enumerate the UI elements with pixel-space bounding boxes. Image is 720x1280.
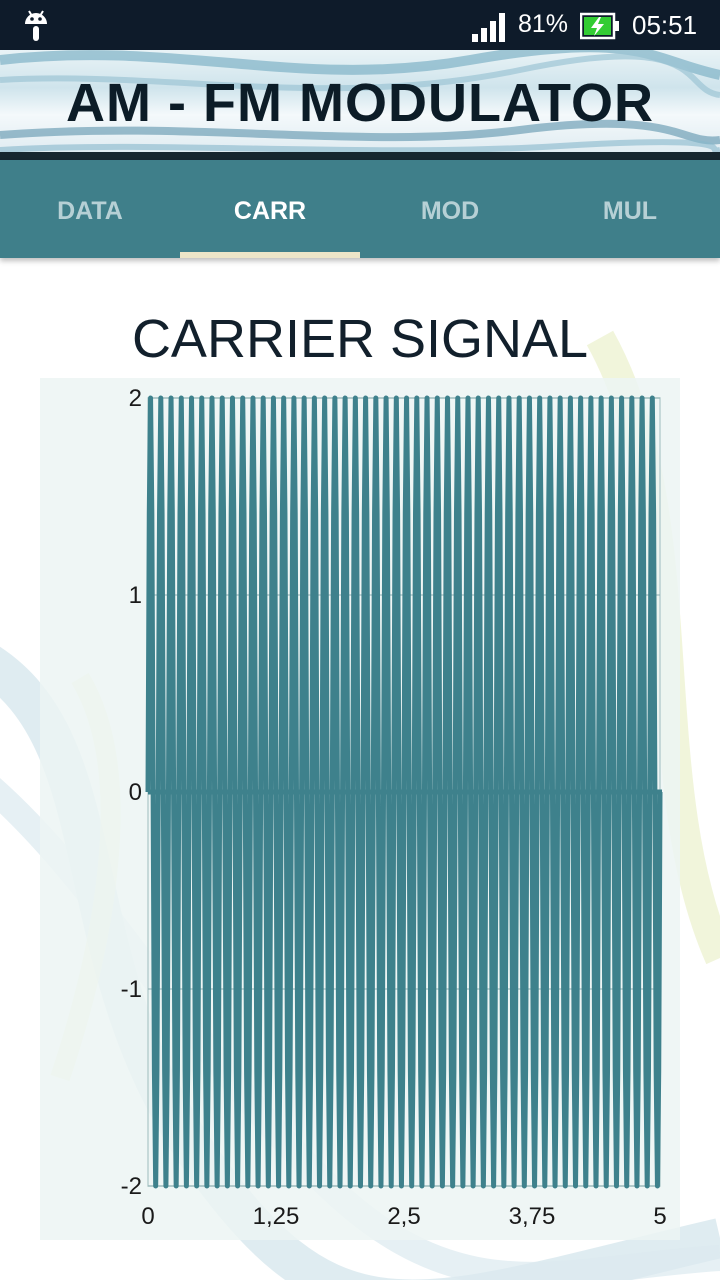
y-tick-label: 0 xyxy=(129,779,142,806)
tab-data[interactable]: DATA xyxy=(57,197,123,225)
active-tab-indicator xyxy=(180,252,360,258)
x-tick-label: 1,25 xyxy=(253,1203,300,1230)
tab-mod[interactable]: MOD xyxy=(420,197,480,225)
battery-percent: 81% xyxy=(518,10,569,38)
banner-divider xyxy=(0,152,720,160)
y-tick-label: 2 xyxy=(129,385,142,412)
signal-icon xyxy=(472,13,505,42)
page-title: CARRIER SIGNAL xyxy=(131,309,589,369)
app-banner: AM - FM MODULATOR xyxy=(0,50,720,158)
tab-mul[interactable]: MUL xyxy=(602,197,658,225)
carrier-signal-chart: 2 1 0 -1 -2 0 1,25 2,5 3,75 5 xyxy=(121,385,667,1230)
x-tick-label: 3,75 xyxy=(509,1203,556,1230)
x-tick-label: 5 xyxy=(653,1203,666,1230)
android-icon xyxy=(25,10,47,41)
y-tick-label: 1 xyxy=(129,582,142,609)
y-tick-label: -2 xyxy=(121,1173,142,1200)
banner-waves xyxy=(0,50,720,154)
y-tick-label: -1 xyxy=(121,976,142,1003)
app-title: AM - FM MODULATOR xyxy=(66,73,654,133)
chart-panel: 2 1 0 -1 -2 0 1,25 2,5 3,75 5 xyxy=(40,378,680,1240)
clock: 05:51 xyxy=(632,10,698,40)
tab-bar: DATA CARR MOD MUL xyxy=(0,160,720,258)
status-bar: 81% 05:51 xyxy=(0,0,720,50)
x-tick-label: 0 xyxy=(141,1203,154,1230)
tab-carr[interactable]: CARR xyxy=(233,197,307,225)
x-tick-label: 2,5 xyxy=(387,1203,420,1230)
battery-charging-icon xyxy=(580,12,619,40)
